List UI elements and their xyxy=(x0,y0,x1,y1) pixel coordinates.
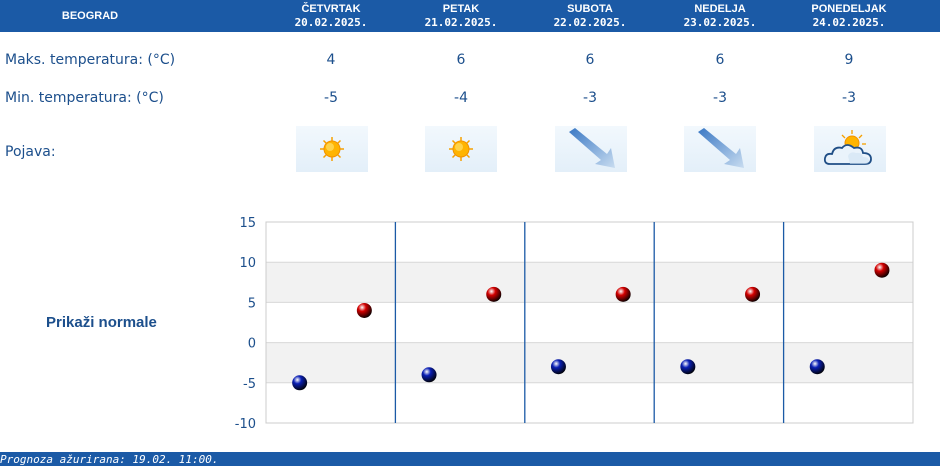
sun-icon xyxy=(425,126,497,172)
max-temp-value: 4 xyxy=(326,52,336,68)
max-temp-point xyxy=(486,286,502,302)
city-name: BEOGRAD xyxy=(61,10,119,22)
day-name: NEDELJA xyxy=(694,3,746,15)
show-normals-link[interactable]: Prikaži normale xyxy=(46,314,157,331)
day-header: PONEDELJAK 24.02.2025. xyxy=(784,2,914,30)
day-name: PONEDELJAK xyxy=(811,3,887,15)
y-tick-label: 10 xyxy=(239,256,256,271)
max-temp-value: 9 xyxy=(844,52,854,68)
plot-border xyxy=(265,221,914,424)
min-temp-value: -4 xyxy=(454,90,468,106)
sun-icon xyxy=(296,126,368,172)
min-temp-label: Min. temperatura: (°C) xyxy=(5,90,164,106)
forecast-header: BEOGRAD ČETVRTAK 20.02.2025. PETAK 21.02… xyxy=(0,0,940,32)
day-date: 20.02.2025. xyxy=(294,16,368,29)
plot-band xyxy=(266,222,913,263)
max-temp-value: 6 xyxy=(715,52,725,68)
y-tick-label: 0 xyxy=(248,337,256,352)
plot-band xyxy=(266,262,913,303)
min-temp-point xyxy=(680,359,696,375)
forecast-updated-text: Prognoza ažurirana: 19.02. 11:00. xyxy=(0,453,219,466)
max-temp-point xyxy=(745,286,761,302)
day-date: 22.02.2025. xyxy=(553,16,627,29)
day-date: 21.02.2025. xyxy=(424,16,498,29)
min-temp-value: -3 xyxy=(583,90,597,106)
max-temp-point xyxy=(615,286,631,302)
min-temp-point xyxy=(292,375,308,391)
wind-arrow-icon xyxy=(555,126,627,172)
min-temp-value: -3 xyxy=(713,90,727,106)
y-tick-label: -5 xyxy=(243,377,256,392)
min-temp-point xyxy=(809,359,825,375)
partly-cloudy-icon xyxy=(814,126,886,172)
day-header: PETAK 21.02.2025. xyxy=(396,2,526,30)
plot-band xyxy=(266,302,913,343)
max-temp-label: Maks. temperatura: (°C) xyxy=(5,52,176,68)
max-temp-point xyxy=(874,262,890,278)
min-temp-point xyxy=(421,367,437,383)
min-temp-value: -3 xyxy=(842,90,856,106)
plot-band xyxy=(266,382,913,423)
day-header: NEDELJA 23.02.2025. xyxy=(655,2,785,30)
y-tick-label: -10 xyxy=(235,417,256,432)
day-header: SUBOTA 22.02.2025. xyxy=(525,2,655,30)
day-name: SUBOTA xyxy=(567,3,613,15)
y-tick-label: 15 xyxy=(239,216,256,231)
day-name: ČETVRTAK xyxy=(301,3,361,15)
wind-arrow-icon xyxy=(684,126,756,172)
min-temp-value: -5 xyxy=(324,90,338,106)
day-date: 24.02.2025. xyxy=(812,16,886,29)
max-temp-point xyxy=(356,302,372,318)
max-temp-value: 6 xyxy=(456,52,466,68)
max-temp-value: 6 xyxy=(585,52,595,68)
temperature-chart: 15 10 5 0 -5 -10 xyxy=(235,216,914,432)
day-header: ČETVRTAK 20.02.2025. xyxy=(266,2,396,30)
y-tick-label: 5 xyxy=(248,296,256,311)
weather-label: Pojava: xyxy=(5,144,56,160)
min-temp-point xyxy=(550,359,566,375)
day-date: 23.02.2025. xyxy=(683,16,757,29)
footer-bar: Prognoza ažurirana: 19.02. 11:00. xyxy=(0,452,940,466)
day-name: PETAK xyxy=(442,3,480,15)
plot-band xyxy=(266,342,913,383)
